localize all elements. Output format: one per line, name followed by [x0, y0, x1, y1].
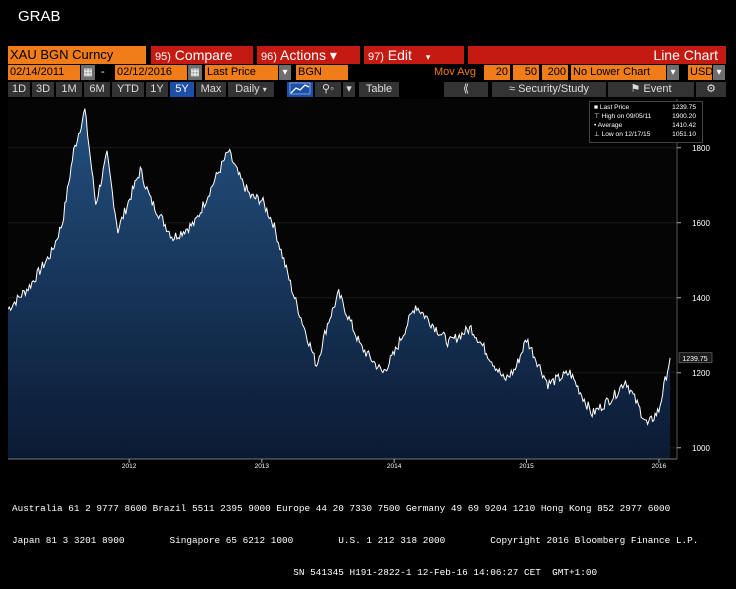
edit-number: 97): [368, 51, 384, 63]
period-1m[interactable]: 1M: [56, 82, 82, 97]
mov-avg-label: Mov Avg: [434, 66, 476, 78]
frequency-select[interactable]: Daily ▾: [228, 82, 274, 97]
rewind-icon[interactable]: ⟪: [444, 82, 488, 97]
x-tick-label: 2015: [519, 463, 534, 469]
source-field[interactable]: BGN: [296, 65, 348, 80]
range-dash: -: [101, 66, 105, 78]
period-6m[interactable]: 6M: [84, 82, 110, 97]
actions-number: 96): [261, 51, 277, 63]
x-tick-label: 2014: [387, 463, 402, 469]
price-area: [8, 108, 671, 459]
compare-button[interactable]: 95) Compare: [151, 46, 253, 64]
chevron-down-icon[interactable]: ▾: [667, 65, 679, 80]
window-title: GRAB: [18, 8, 61, 25]
chevron-down-icon: ▾: [262, 85, 267, 94]
x-tick-label: 2016: [652, 463, 667, 469]
y-tick-label: 1400: [692, 294, 710, 303]
edit-button[interactable]: 97) Edit ▾: [364, 46, 464, 64]
event-icon: ⚑: [630, 83, 641, 95]
event-label: Event: [643, 83, 672, 95]
footer-line-2: Japan 81 3 3201 8900 Singapore 65 6212 1…: [12, 534, 699, 546]
period-1d[interactable]: 1D: [8, 82, 30, 97]
chevron-down-icon[interactable]: ▾: [279, 65, 291, 80]
legend-item-last-price: ■ Last Price 1239.75: [594, 104, 696, 111]
footer-line-3: SN 541345 H191-2822-1 12-Feb-16 14:06:27…: [12, 566, 598, 578]
period-ytd[interactable]: YTD: [112, 82, 144, 97]
price-field-select[interactable]: Last Price: [205, 65, 278, 80]
edit-label: Edit: [387, 47, 412, 63]
currency-select[interactable]: USD: [688, 65, 714, 80]
calendar-icon[interactable]: ▦: [188, 65, 202, 80]
actions-label: Actions ▾: [280, 47, 337, 63]
period-3d[interactable]: 3D: [32, 82, 54, 97]
mov-avg-1[interactable]: 20: [484, 65, 510, 80]
chart-legend: ■ Last Price 1239.75 ⊤ High on 09/05/11 …: [589, 101, 703, 143]
lower-chart-select[interactable]: No Lower Chart: [571, 65, 666, 80]
y-tick-label: 1200: [692, 369, 710, 378]
last-price-tag: [678, 352, 713, 364]
gear-icon[interactable]: ⚙: [696, 82, 726, 97]
footer-contacts: Australia 61 2 9777 8600 Brazil 5511 239…: [12, 483, 698, 589]
price-line: [7, 108, 671, 427]
line-chart-icon[interactable]: [287, 82, 313, 97]
chart-type-label: Line Chart: [468, 46, 726, 64]
chevron-down-icon[interactable]: ▾: [713, 65, 725, 80]
frequency-label: Daily: [235, 83, 260, 95]
period-1y[interactable]: 1Y: [146, 82, 168, 97]
actions-button[interactable]: 96) Actions ▾: [257, 46, 360, 64]
period-max[interactable]: Max: [196, 82, 226, 97]
security-study-label: Security/Study: [518, 83, 590, 95]
legend-item-high: ⊤ High on 09/05/11 1900.20: [594, 113, 696, 120]
x-tick-label: 2012: [122, 463, 137, 469]
price-chart: 100012001400160018001239.752011201220132…: [0, 99, 726, 470]
toolbar-settings: 02/14/2011 ▦ - 02/12/2016 ▦ Last Price ▾…: [8, 65, 726, 81]
y-tick-label: 1000: [692, 444, 710, 453]
legend-item-average: • Average 1410.42: [594, 122, 696, 129]
compare-number: 95): [155, 51, 171, 63]
start-date-field[interactable]: 02/14/2011: [8, 65, 80, 80]
mov-avg-2[interactable]: 50: [513, 65, 539, 80]
chart-canvas: 100012001400160018001239.752011201220132…: [0, 99, 713, 470]
footer-line-1: Australia 61 2 9777 8600 Brazil 5511 239…: [12, 503, 671, 515]
event-button[interactable]: ⚑ Event: [608, 82, 694, 97]
end-date-field[interactable]: 02/12/2016: [115, 65, 187, 80]
toolbar-periods: 1D 3D 1M 6M YTD 1Y 5Y Max Daily ▾ ⚲◦ ▾ T…: [8, 82, 726, 98]
legend-item-low: ⊥ Low on 12/17/15 1051.10: [594, 131, 696, 138]
draw-tools-icon[interactable]: ⚲◦: [315, 82, 341, 97]
y-tick-label: 1600: [692, 219, 710, 228]
table-button[interactable]: Table: [359, 82, 399, 97]
x-tick-label: 2013: [255, 463, 270, 469]
mov-avg-3[interactable]: 200: [542, 65, 568, 80]
chevron-down-icon: ▾: [425, 52, 431, 62]
security-study-button[interactable]: ≈ Security/Study: [492, 82, 606, 97]
last-price-tag-label: 1239.75: [682, 356, 707, 363]
toolbar-top: XAU BGN Curncy 95) Compare 96) Actions ▾…: [8, 46, 726, 64]
study-icon: ≈: [508, 83, 516, 95]
ticker-field[interactable]: XAU BGN Curncy: [8, 46, 146, 64]
period-5y[interactable]: 5Y: [170, 82, 194, 97]
y-tick-label: 1800: [692, 144, 710, 153]
calendar-icon[interactable]: ▦: [81, 65, 95, 80]
legend-swatch: ■: [594, 104, 598, 111]
compare-label: Compare: [174, 47, 233, 63]
chevron-down-icon[interactable]: ▾: [343, 82, 355, 97]
